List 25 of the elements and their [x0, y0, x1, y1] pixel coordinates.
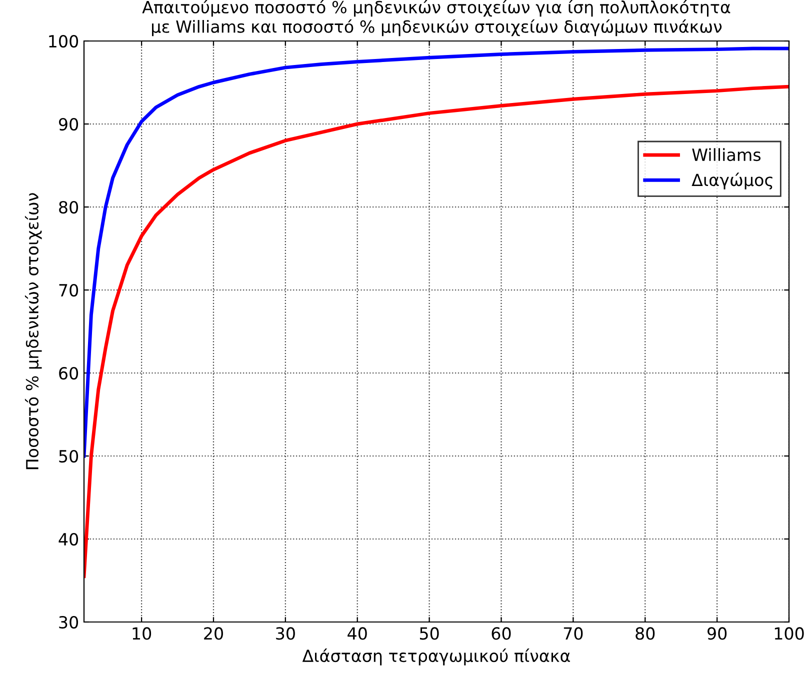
line-series [84, 46, 789, 458]
x-tick-label: 40 [348, 627, 367, 640]
x-tick-label: 70 [564, 627, 583, 640]
x-tick-label: 80 [636, 627, 655, 640]
x-axis-title: Διάσταση τετραγωμικού πίνακα [302, 648, 570, 666]
x-tick-label: 90 [708, 627, 727, 640]
y-tick-label: 50 [59, 450, 78, 463]
x-tick-label: 60 [492, 627, 511, 640]
y-tick-label: 70 [59, 284, 78, 297]
y-tick-label: 30 [59, 616, 78, 629]
y-tick-label: 100 [49, 34, 78, 48]
x-tick-label: 50 [420, 627, 439, 640]
y-tick-label: 40 [58, 532, 78, 546]
y-tick-label: 80 [59, 200, 78, 214]
x-tick-label: 10 [132, 627, 152, 640]
x-tick-label: 30 [276, 627, 295, 640]
y-tick-label: 60 [59, 366, 78, 380]
y-axis-title: Ποσοστό % μηδενικών στοιχείων [24, 193, 42, 470]
x-tick-label: 20 [204, 627, 223, 640]
x-tick-label: 100 [774, 627, 804, 640]
legend-label: Διαγώμος [692, 172, 772, 190]
y-tick-label: 90 [58, 118, 78, 131]
legend-label: Williams [692, 148, 761, 162]
line-series [84, 84, 789, 578]
chart-title: Απαιτούμενο ποσοστό % μηδενικών στοιχείων για ίση πολυπλοκότητα με Williams και ποσοστό % μηδενικών στοιχείων διαγώμων πινάκων [142, 0, 730, 36]
